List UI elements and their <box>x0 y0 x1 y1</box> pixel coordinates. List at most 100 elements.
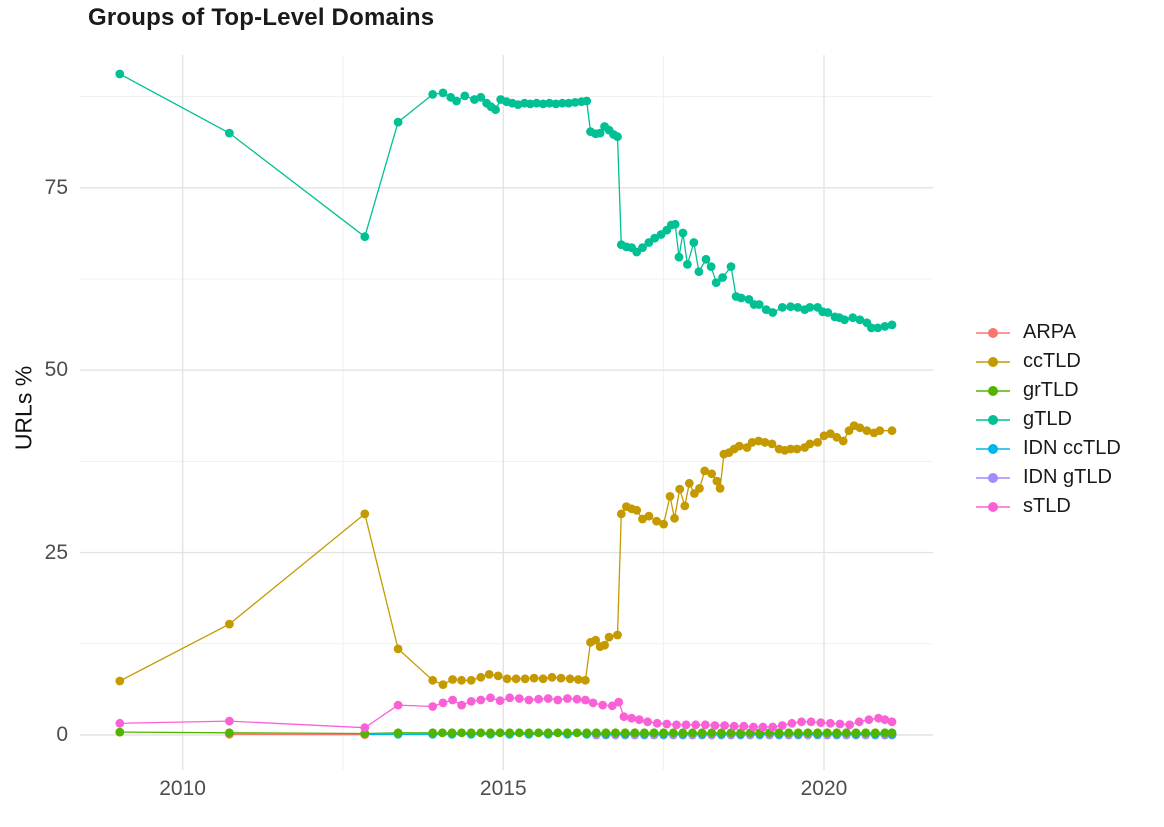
plot-area <box>80 55 933 770</box>
data-point <box>840 315 849 325</box>
series-cctld <box>115 421 897 689</box>
data-point <box>717 728 726 738</box>
data-point <box>538 674 548 684</box>
legend-key-dot <box>988 501 998 512</box>
data-point <box>557 98 567 108</box>
data-point <box>529 673 539 683</box>
data-point <box>393 644 403 654</box>
data-point <box>634 715 644 725</box>
data-point <box>428 702 438 711</box>
data-point <box>754 300 764 309</box>
data-point <box>707 728 717 738</box>
legend-item-label: gTLD <box>1023 408 1072 430</box>
data-point <box>505 693 515 703</box>
data-point <box>573 675 583 684</box>
data-point <box>670 513 679 523</box>
data-point <box>476 672 486 682</box>
data-point <box>448 695 457 705</box>
data-point <box>793 728 803 738</box>
data-point <box>502 674 512 684</box>
data-point <box>225 716 234 726</box>
data-point <box>476 728 486 738</box>
y-tick-label: 75 <box>44 175 68 199</box>
data-point <box>572 694 582 704</box>
data-point <box>495 728 505 738</box>
data-point <box>607 701 617 711</box>
data-point <box>393 117 403 127</box>
data-point <box>438 680 448 689</box>
data-point <box>816 718 826 727</box>
data-point <box>675 484 685 494</box>
data-point <box>491 105 500 115</box>
series-stld <box>115 693 897 733</box>
data-point <box>115 718 125 728</box>
data-point <box>428 90 438 99</box>
data-point <box>514 728 524 738</box>
legend-key-dot <box>988 472 998 483</box>
data-point <box>476 695 486 705</box>
data-point <box>466 675 476 685</box>
data-point <box>700 466 710 476</box>
data-point <box>674 252 684 262</box>
data-point <box>428 728 438 738</box>
data-point <box>867 323 876 333</box>
data-point <box>495 696 505 706</box>
data-point <box>706 262 716 271</box>
data-point <box>570 98 580 107</box>
y-tick-label: 0 <box>56 722 68 746</box>
data-point <box>823 308 833 317</box>
data-point <box>505 728 515 738</box>
data-point <box>466 697 476 706</box>
data-point <box>768 722 778 732</box>
x-tick-label: 2020 <box>800 777 848 800</box>
legend-item-idn-cctld: IDN ccTLD <box>976 434 1121 463</box>
data-point <box>842 728 851 738</box>
data-point <box>694 267 704 277</box>
data-point <box>553 728 563 738</box>
data-point <box>803 728 813 738</box>
data-point <box>591 635 600 645</box>
data-point <box>851 728 861 738</box>
data-point <box>520 674 530 684</box>
data-point <box>805 439 815 449</box>
data-point <box>466 728 476 738</box>
data-point <box>652 718 662 728</box>
data-point <box>680 501 690 511</box>
data-point <box>777 303 787 312</box>
data-point <box>460 91 470 101</box>
data-point <box>613 630 622 640</box>
data-point <box>543 694 553 703</box>
data-point <box>360 723 370 733</box>
data-point <box>452 96 461 106</box>
chart-title: Groups of Top-Level Domains <box>88 4 435 31</box>
data-point <box>115 69 125 79</box>
data-point <box>438 88 448 98</box>
legend-key-icon <box>976 353 1010 371</box>
data-point <box>543 728 553 738</box>
data-point <box>115 676 125 686</box>
legend-item-arpa: ARPA <box>976 318 1121 347</box>
data-point <box>644 511 654 521</box>
data-point <box>826 718 835 728</box>
data-point <box>720 721 729 730</box>
data-point <box>600 640 609 650</box>
y-tick-label: 25 <box>44 540 68 564</box>
data-point <box>659 728 668 738</box>
data-point <box>643 717 652 727</box>
data-point <box>760 438 770 447</box>
data-point <box>736 293 746 303</box>
legend-item-label: IDN gTLD <box>1023 466 1112 488</box>
legend-item-stld: sTLD <box>976 492 1121 521</box>
data-point <box>805 303 815 312</box>
data-point <box>545 98 554 108</box>
legend-key-icon <box>976 382 1010 400</box>
data-point <box>582 96 592 106</box>
data-point <box>115 727 125 737</box>
data-point <box>486 728 495 738</box>
legend-item-gtld: gTLD <box>976 405 1121 434</box>
legend-item-label: ARPA <box>1023 321 1076 343</box>
data-point <box>848 313 858 323</box>
data-point <box>875 426 885 436</box>
legend-item-label: IDN ccTLD <box>1023 437 1121 459</box>
